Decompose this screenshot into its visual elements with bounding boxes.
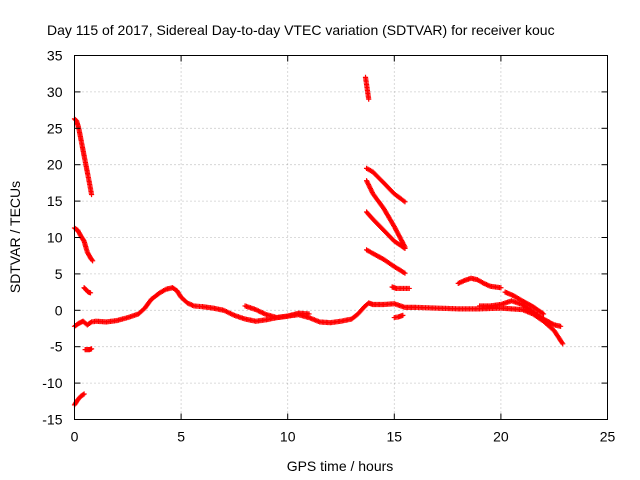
data-point [402,199,408,205]
data-point [402,245,408,252]
data-point [400,312,406,318]
axis-ticks [74,55,608,420]
x-tick-label: 25 [600,429,616,445]
data-point [87,320,94,326]
series-early-small-1 [81,285,94,296]
y-tick-labels: -15 -10 -5 0 5 10 15 20 25 30 35 [42,48,62,428]
x-tick-label: 15 [387,429,403,445]
plot-frame [74,55,608,420]
data-point [80,237,87,243]
data-point [88,191,95,198]
series-spike [362,74,372,102]
grid-lines [74,55,608,420]
y-tick-label: 5 [55,266,63,282]
series-arc-e [389,284,412,292]
data-point [90,258,96,264]
x-tick-labels: 0 5 10 15 20 25 [71,429,616,445]
series-hump-18 [455,275,504,291]
series-parallel-band [242,303,312,321]
y-tick-label: 0 [55,302,63,318]
series-early-low-arc [71,391,87,408]
data-point [406,285,412,292]
data-point [80,392,86,398]
x-tick-label: 0 [71,429,79,445]
data-point [366,96,372,102]
y-tick-label: 30 [47,84,63,100]
series-dip-15 [391,312,406,321]
data-point [560,341,566,347]
x-tick-label: 10 [280,429,296,445]
data-point [87,290,94,296]
series-parallel-band-2 [476,298,564,329]
data-point [88,346,95,352]
series-arc-a [363,165,408,205]
series-arc-c [363,209,408,252]
y-tick-label: -5 [50,339,63,355]
x-tick-label: 5 [177,429,185,445]
y-axis-label: SDTVAR / TECUs [7,181,23,293]
data-points [71,74,566,408]
x-axis-label: GPS time / hours [287,458,394,474]
x-tick-label: 20 [493,429,509,445]
data-point [402,270,408,276]
data-point [89,257,95,263]
y-tick-label: 10 [47,230,63,246]
data-point [306,311,312,317]
series-early-mid-arc [71,225,96,264]
y-tick-label: 15 [47,193,63,209]
series-early-upper-arc [71,116,95,198]
y-tick-label: -10 [42,375,62,391]
series-arc-d [363,247,408,276]
series-early-small-2 [82,346,95,353]
series-tail-21 [502,289,547,317]
y-tick-label: 25 [47,120,63,136]
data-point [557,323,564,329]
series-main-trace [71,285,566,347]
y-tick-label: -15 [42,412,62,428]
chart-title: Day 115 of 2017, Sidereal Day-to-day VTE… [47,22,555,38]
data-point [81,391,87,397]
y-tick-label: 35 [47,48,63,64]
y-tick-label: 20 [47,157,63,173]
data-point [540,311,547,317]
data-point [498,285,504,291]
